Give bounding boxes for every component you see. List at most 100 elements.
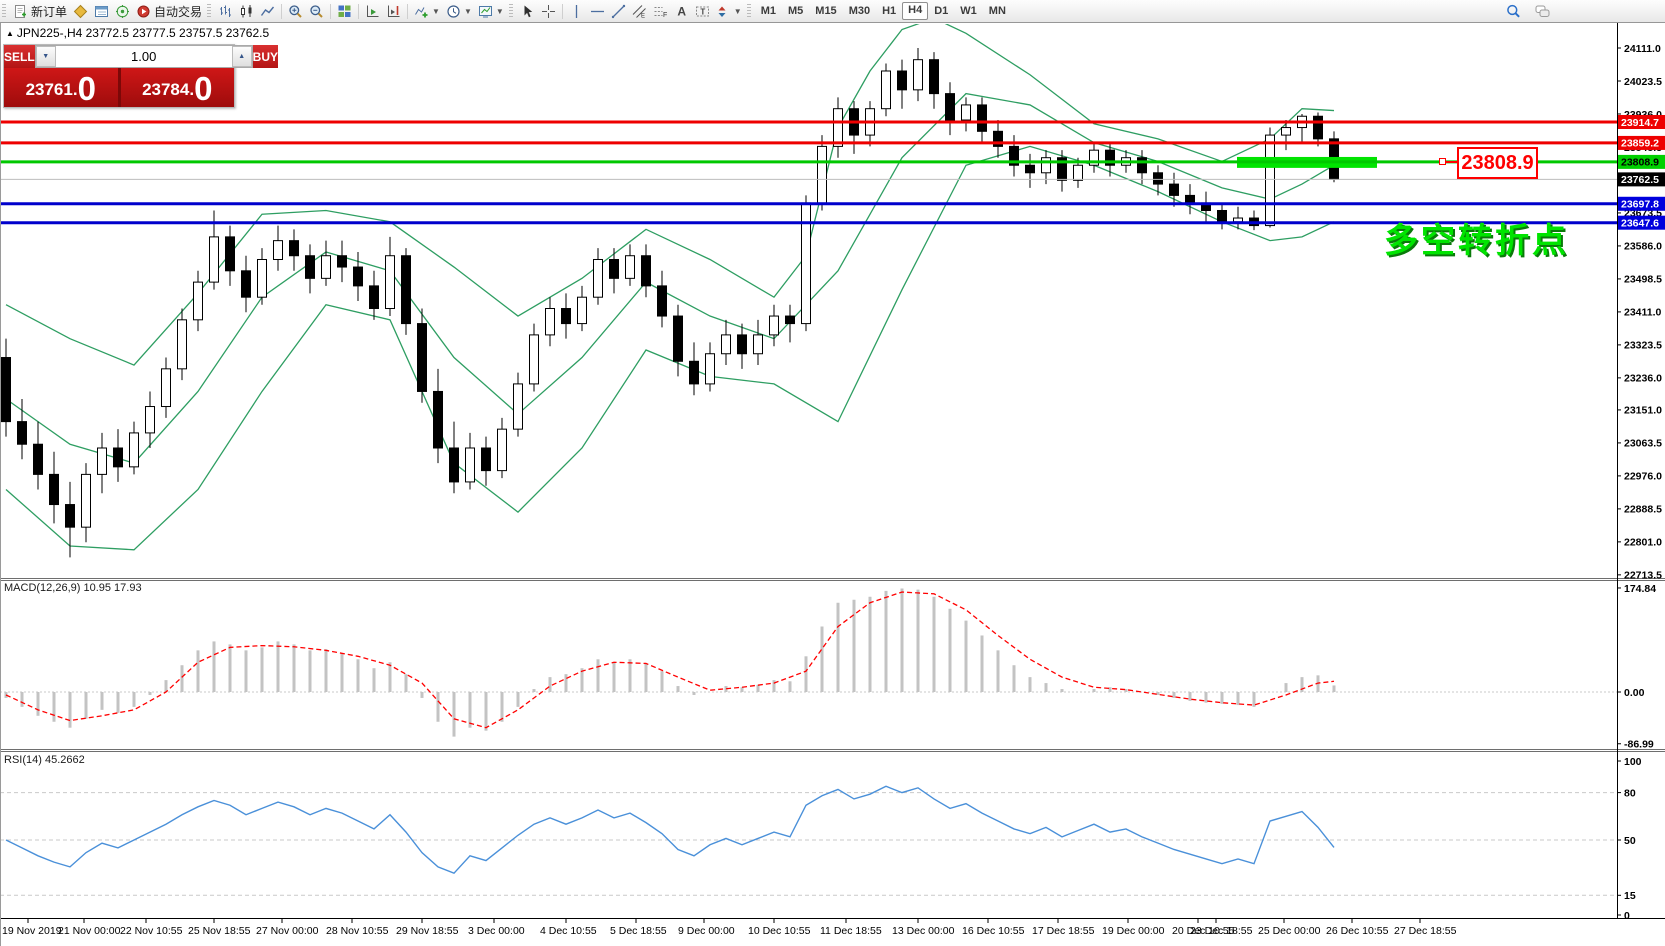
sell-price[interactable]: 23761. 0 bbox=[4, 68, 118, 107]
navigator-button[interactable] bbox=[112, 1, 133, 21]
svg-text:22 Nov 10:55: 22 Nov 10:55 bbox=[120, 925, 183, 937]
svg-text:23586.0: 23586.0 bbox=[1624, 241, 1662, 253]
toolbar-separator bbox=[561, 3, 563, 19]
bollinger-middle bbox=[5, 92, 1335, 464]
data-window-icon bbox=[95, 5, 109, 17]
label-button[interactable]: T bbox=[692, 1, 713, 21]
sell-price-big-digit: 0 bbox=[77, 70, 96, 107]
autotrading-button[interactable]: 自动交易 bbox=[133, 1, 205, 21]
crosshair-button[interactable] bbox=[538, 1, 559, 21]
timeframe-button-m30[interactable]: M30 bbox=[848, 5, 871, 17]
volume-stepper: ▼ ▲ bbox=[34, 45, 253, 68]
svg-text:21 Nov 00:00: 21 Nov 00:00 bbox=[58, 925, 121, 937]
svg-text:19 Dec 00:00: 19 Dec 00:00 bbox=[1102, 925, 1165, 937]
volume-decrease-button[interactable]: ▼ bbox=[35, 46, 56, 67]
new-order-button[interactable]: 新订单 bbox=[10, 1, 70, 21]
svg-text:23151.0: 23151.0 bbox=[1624, 405, 1662, 417]
volume-input[interactable] bbox=[55, 46, 232, 67]
chevron-down-icon[interactable]: ▼ bbox=[432, 6, 440, 16]
toolbar-grip[interactable] bbox=[508, 3, 513, 19]
pane-frame bbox=[0, 23, 1665, 946]
arrows-icon bbox=[718, 6, 726, 17]
svg-text:25 Dec 00:00: 25 Dec 00:00 bbox=[1258, 925, 1321, 937]
vline-button[interactable] bbox=[566, 1, 587, 21]
chevron-down-icon[interactable]: ▼ bbox=[495, 6, 504, 16]
bar-chart-button[interactable] bbox=[215, 1, 236, 21]
timeframe-button-h4[interactable]: H4 bbox=[902, 2, 929, 20]
macd-pane[interactable] bbox=[0, 588, 1617, 737]
rsi-line bbox=[5, 785, 1335, 875]
bars-icon bbox=[220, 5, 232, 17]
toolbar-grip[interactable] bbox=[2, 3, 6, 19]
chevron-down-icon[interactable]: ▼ bbox=[463, 6, 472, 16]
rsi-pane[interactable] bbox=[0, 785, 1617, 896]
tile-windows-button[interactable] bbox=[334, 1, 355, 21]
indicators-button[interactable]: ▼ bbox=[411, 1, 443, 21]
candlestick-button[interactable] bbox=[236, 1, 257, 21]
data-window-button[interactable] bbox=[91, 1, 112, 21]
cursor-button[interactable] bbox=[517, 1, 538, 21]
svg-text:4 Dec 10:55: 4 Dec 10:55 bbox=[540, 925, 597, 937]
templates-button[interactable]: ▼ bbox=[475, 1, 507, 21]
svg-text:A: A bbox=[677, 4, 686, 18]
svg-text:50: 50 bbox=[1624, 835, 1636, 847]
arrows-button[interactable]: ▼ bbox=[713, 1, 745, 21]
toolbar-separator bbox=[407, 3, 409, 19]
chat-button[interactable] bbox=[1532, 1, 1553, 21]
svg-text:23236.0: 23236.0 bbox=[1624, 373, 1662, 385]
svg-text:20 Dec 10:55: 20 Dec 10:55 bbox=[1172, 925, 1235, 937]
volume-increase-button[interactable]: ▲ bbox=[231, 46, 252, 67]
zoom-in-icon bbox=[289, 4, 302, 18]
periods-button[interactable]: ▼ bbox=[443, 1, 475, 21]
turning-point-note[interactable]: 多空转折点 bbox=[1384, 222, 1569, 260]
auto-scroll-button[interactable] bbox=[362, 1, 383, 21]
text-label-icon: T bbox=[695, 6, 709, 16]
rsi-indicator-label: RSI(14) 45.2662 bbox=[4, 754, 85, 766]
timeframe-button-h1[interactable]: H1 bbox=[882, 5, 897, 17]
hline-button[interactable] bbox=[587, 1, 608, 21]
buy-price[interactable]: 23784. 0 bbox=[120, 68, 234, 107]
chart-title: ▲ JPN225-,H4 23772.5 23777.5 23757.5 2376… bbox=[6, 26, 269, 40]
svg-text:16 Dec 10:55: 16 Dec 10:55 bbox=[962, 925, 1025, 937]
zoom-in-button[interactable] bbox=[285, 1, 306, 21]
fibonacci-button[interactable]: F bbox=[650, 1, 671, 21]
line-chart-button[interactable] bbox=[257, 1, 278, 21]
svg-text:27 Nov 00:00: 27 Nov 00:00 bbox=[256, 925, 319, 937]
sell-button[interactable]: SELL bbox=[4, 45, 35, 68]
trendline-button[interactable] bbox=[608, 1, 629, 21]
collapse-icon[interactable]: ▲ bbox=[6, 29, 14, 38]
auto-scroll-icon bbox=[367, 5, 379, 17]
toolbar-grip[interactable] bbox=[746, 3, 751, 19]
price-callout[interactable]: 23808.9 bbox=[1457, 147, 1538, 179]
chevron-down-icon[interactable]: ▼ bbox=[733, 6, 742, 16]
timeframe-button-d1[interactable]: D1 bbox=[934, 5, 949, 17]
channel-button[interactable]: E bbox=[629, 1, 650, 21]
zoom-out-button[interactable] bbox=[306, 1, 327, 21]
line-icon bbox=[260, 6, 275, 16]
timeframe-button-m15[interactable]: M15 bbox=[815, 5, 837, 17]
svg-text:5 Dec 18:55: 5 Dec 18:55 bbox=[610, 925, 667, 937]
macd-indicator-label: MACD(12,26,9) 10.95 17.93 bbox=[4, 582, 142, 594]
timeframe-button-w1[interactable]: W1 bbox=[960, 5, 977, 17]
timeframe-button-m1[interactable]: M1 bbox=[760, 5, 776, 17]
timeframe-button-mn[interactable]: MN bbox=[988, 5, 1006, 17]
sell-price-main: 23761 bbox=[25, 80, 73, 99]
chat-icon bbox=[1535, 5, 1550, 17]
toolbar: 新订单 自动交易 ▼ ▼ ▼ E F A T ▼ M1 M5 M15 M30 H1 H4 D1 W1 MN bbox=[0, 0, 1665, 23]
svg-text:23914.7: 23914.7 bbox=[1621, 117, 1659, 129]
chart-shift-button[interactable] bbox=[383, 1, 404, 21]
toolbar-grip[interactable] bbox=[207, 3, 212, 19]
price-axis[interactable]: 24111.024023.523936.023848.523761.023673… bbox=[1617, 43, 1665, 922]
clock-icon bbox=[447, 4, 460, 18]
market-watch-button[interactable] bbox=[70, 1, 91, 21]
svg-text:17 Dec 18:55: 17 Dec 18:55 bbox=[1032, 925, 1095, 937]
timeframe-button-m5[interactable]: M5 bbox=[788, 5, 804, 17]
svg-text:23498.5: 23498.5 bbox=[1624, 274, 1662, 286]
text-button[interactable]: A bbox=[671, 1, 692, 21]
svg-text:3 Dec 00:00: 3 Dec 00:00 bbox=[468, 925, 525, 937]
buy-button[interactable]: BUY bbox=[252, 45, 279, 68]
main-price-pane[interactable] bbox=[0, 18, 1617, 558]
search-button[interactable] bbox=[1503, 1, 1524, 21]
